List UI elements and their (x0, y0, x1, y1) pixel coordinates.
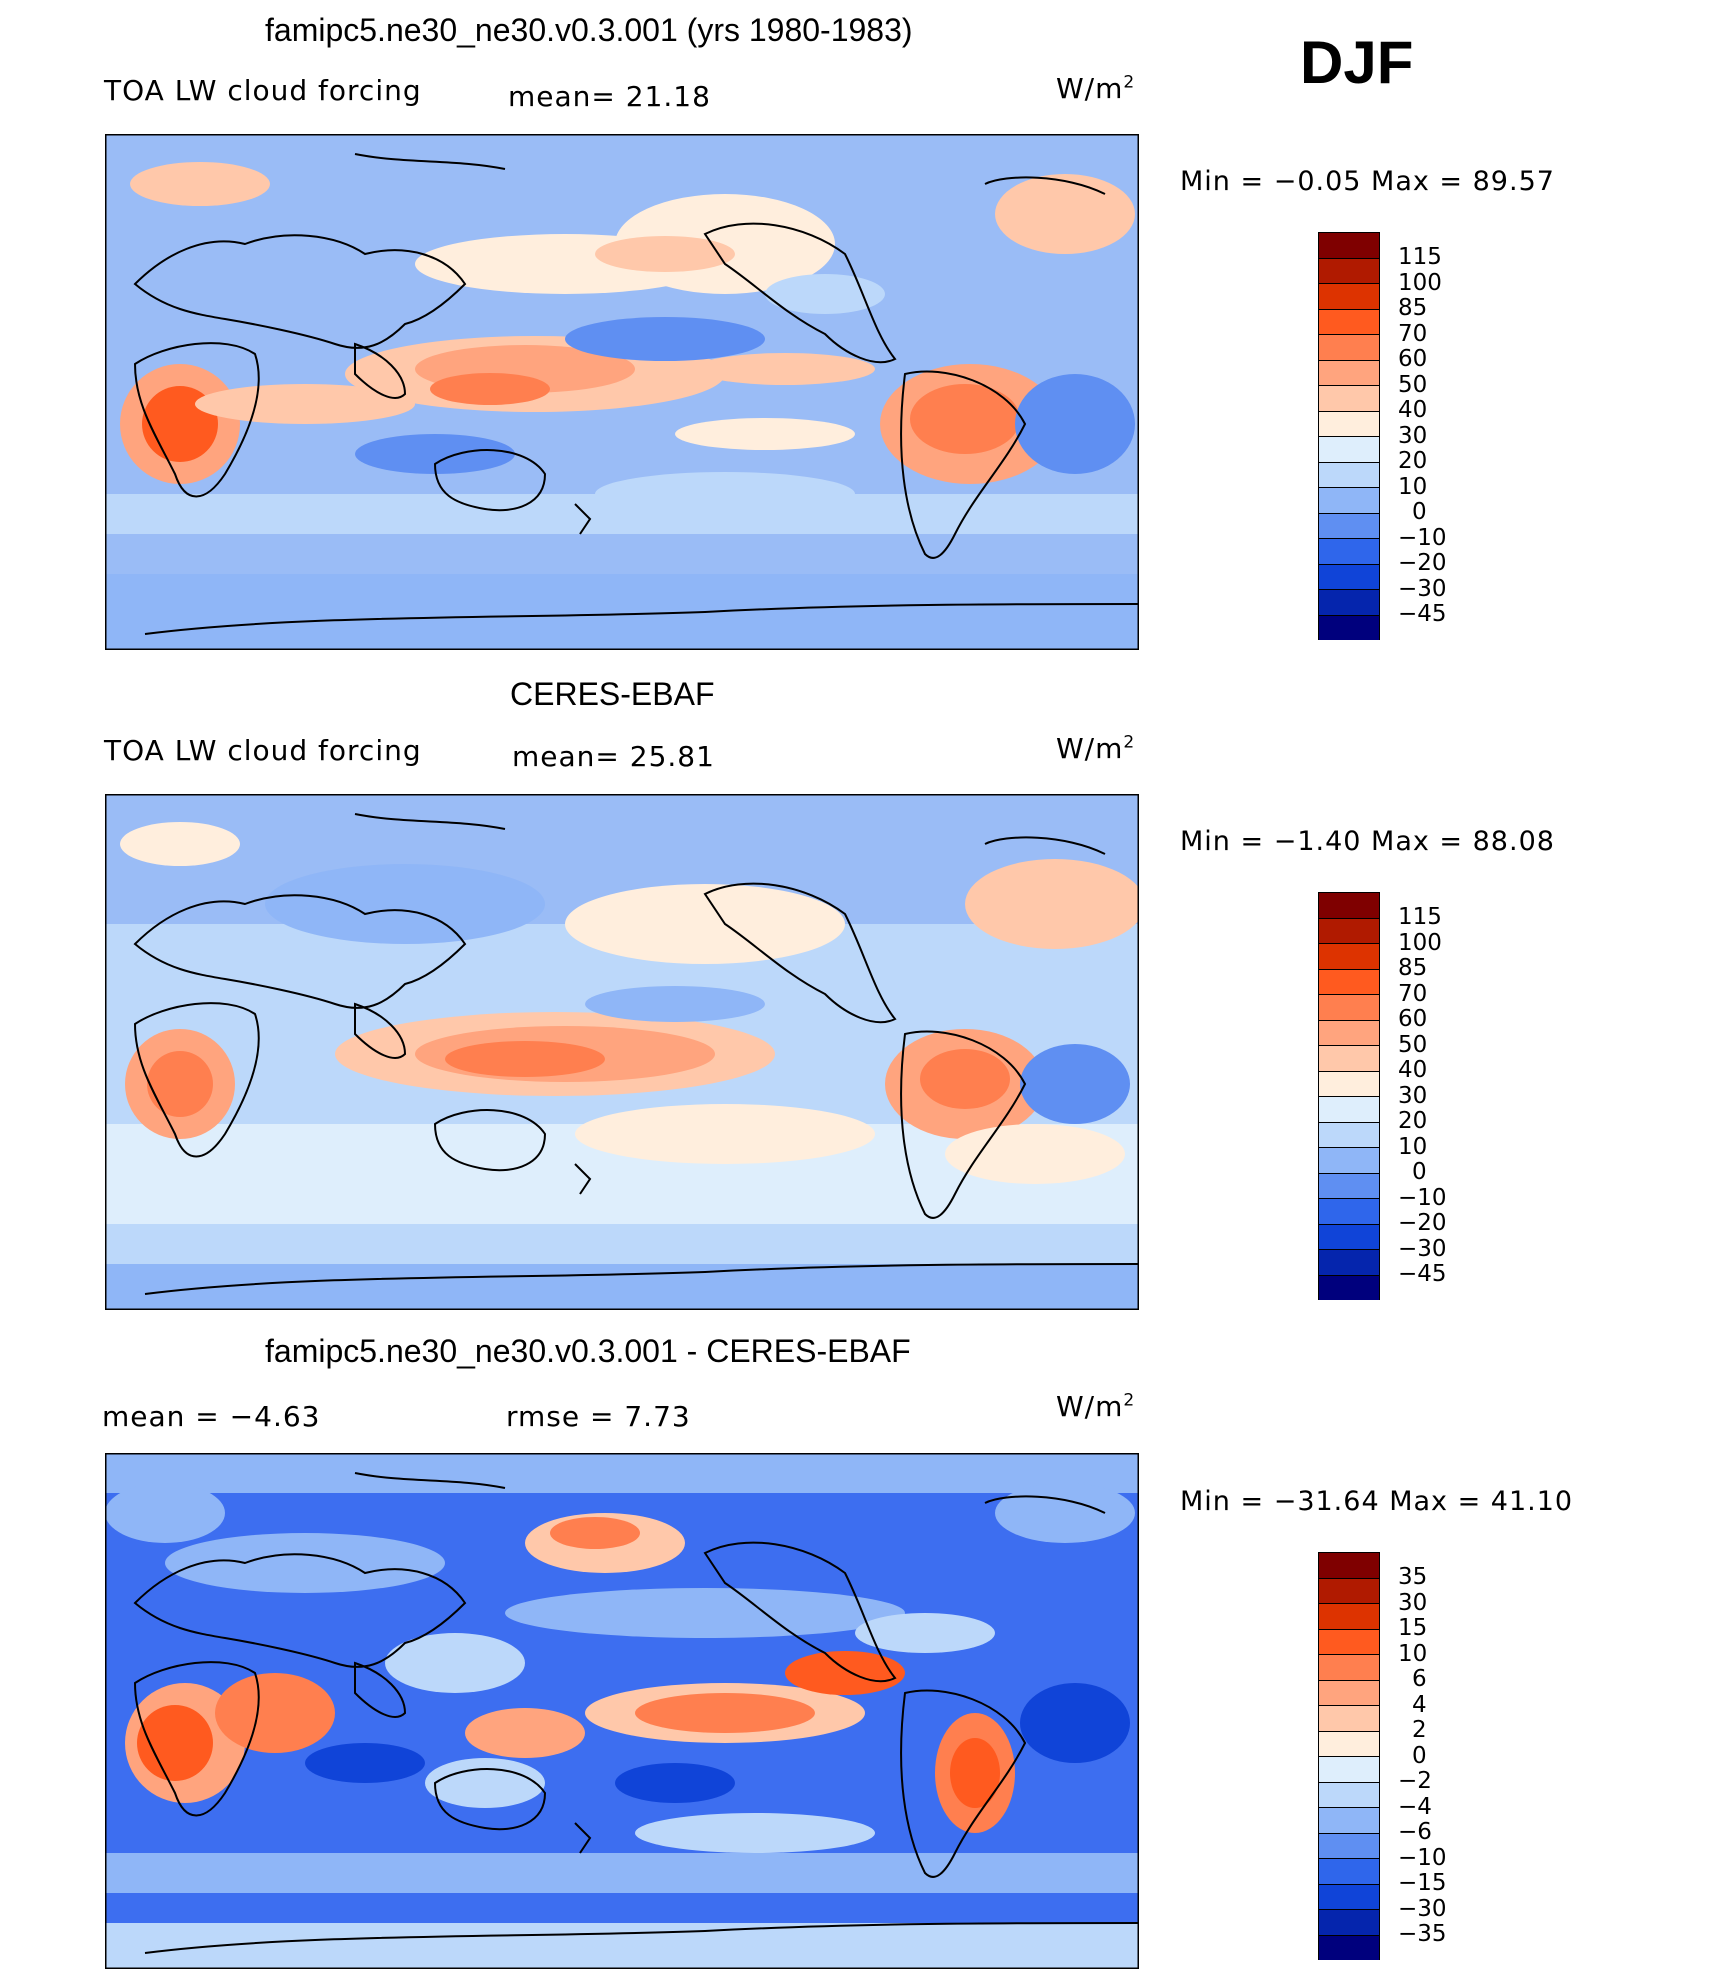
cbar-tick: 6 (1412, 1666, 1427, 1692)
cbar-tick: 85 (1398, 955, 1428, 981)
panel-1-colorbar (1318, 232, 1380, 640)
cbar-tick: 0 (1412, 1159, 1427, 1185)
panel-1-variable-label: TOA LW cloud forcing (104, 74, 422, 107)
cbar-tick: −10 (1398, 1185, 1447, 1211)
cbar-tick: 0 (1412, 499, 1427, 525)
cbar-tick: 60 (1398, 346, 1428, 372)
panel-3-rmse-label: rmse = 7.73 (506, 1400, 691, 1433)
panel-2-variable-label: TOA LW cloud forcing (104, 734, 422, 767)
panel-2-title: CERES-EBAF (510, 676, 715, 712)
cbar-tick: −30 (1398, 1896, 1447, 1922)
cbar-tick: 70 (1398, 321, 1428, 347)
cbar-tick: 0 (1412, 1743, 1427, 1769)
panel-3-mean-label: mean = −4.63 (102, 1400, 321, 1433)
cbar-tick: 30 (1398, 1590, 1428, 1616)
cbar-tick: −10 (1398, 1845, 1447, 1871)
cbar-tick: 40 (1398, 397, 1428, 423)
panel-1-map (105, 134, 1139, 650)
cbar-tick: 115 (1398, 244, 1442, 270)
cbar-tick: 85 (1398, 295, 1428, 321)
coastlines (133, 1472, 1139, 1954)
coastlines (133, 813, 1139, 1295)
cbar-tick: 100 (1398, 930, 1442, 956)
cbar-tick: 20 (1398, 448, 1428, 474)
cbar-tick: −30 (1398, 576, 1447, 602)
cbar-tick: −15 (1398, 1870, 1447, 1896)
panel-3-units: W/m2 (1056, 1390, 1136, 1423)
panel-2-minmax: Min = −1.40 Max = 88.08 (1180, 826, 1555, 857)
cbar-tick: −2 (1398, 1768, 1432, 1794)
panel-1-title: famipc5.ne30_ne30.v0.3.001 (yrs 1980-198… (265, 12, 913, 48)
season-label: DJF (1300, 29, 1414, 96)
cbar-tick: 2 (1412, 1717, 1427, 1743)
cbar-tick: 40 (1398, 1057, 1428, 1083)
cbar-tick: 100 (1398, 270, 1442, 296)
coastlines (133, 153, 1139, 635)
cbar-tick: −6 (1398, 1819, 1432, 1845)
cbar-tick: −35 (1398, 1921, 1447, 1947)
cbar-tick: 30 (1398, 1083, 1428, 1109)
panel-2-map (105, 794, 1139, 1310)
panel-2-colorbar (1318, 892, 1380, 1300)
cbar-tick: 60 (1398, 1006, 1428, 1032)
cbar-tick: 4 (1412, 1692, 1427, 1718)
cbar-tick: 30 (1398, 423, 1428, 449)
cbar-tick: −45 (1398, 601, 1447, 627)
panel-2-mean-label: mean= 25.81 (512, 740, 715, 773)
cbar-tick: 10 (1398, 1641, 1428, 1667)
cbar-tick: −45 (1398, 1261, 1447, 1287)
panel-3-map (105, 1453, 1139, 1969)
panel-1-minmax: Min = −0.05 Max = 89.57 (1180, 166, 1555, 197)
cbar-tick: 50 (1398, 372, 1428, 398)
cbar-tick: 10 (1398, 474, 1428, 500)
panel-2-units: W/m2 (1056, 732, 1136, 765)
cbar-tick: −30 (1398, 1236, 1447, 1262)
panel-1-units: W/m2 (1056, 72, 1136, 105)
panel-1-mean-label: mean= 21.18 (508, 80, 711, 113)
cbar-tick: 115 (1398, 904, 1442, 930)
cbar-tick: −4 (1398, 1794, 1432, 1820)
panel-3-minmax: Min = −31.64 Max = 41.10 (1180, 1486, 1574, 1517)
cbar-tick: −20 (1398, 550, 1447, 576)
panel-3-colorbar (1318, 1552, 1380, 1960)
cbar-tick: 35 (1398, 1564, 1428, 1590)
cbar-tick: −20 (1398, 1210, 1447, 1236)
cbar-tick: 50 (1398, 1032, 1428, 1058)
cbar-tick: 70 (1398, 981, 1428, 1007)
cbar-tick: 15 (1398, 1615, 1428, 1641)
panel-3-title: famipc5.ne30_ne30.v0.3.001 - CERES-EBAF (265, 1333, 911, 1369)
cbar-tick: −10 (1398, 525, 1447, 551)
cbar-tick: 10 (1398, 1134, 1428, 1160)
cbar-tick: 20 (1398, 1108, 1428, 1134)
